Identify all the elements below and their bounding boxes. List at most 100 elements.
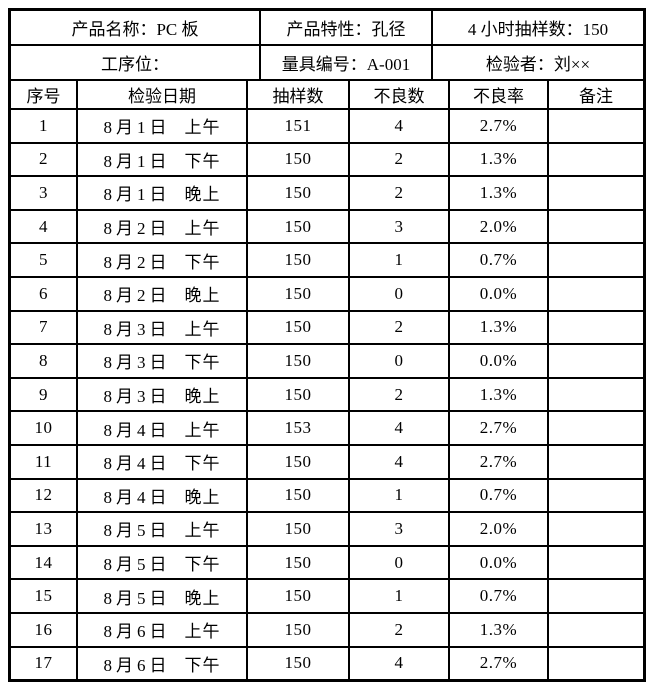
cell-remark <box>547 611 643 648</box>
sampling-count-cell: 4 小时抽样数：150 <box>431 11 643 46</box>
table-row: 16 8月6日 上午 150 2 1.3% <box>11 611 643 648</box>
inspector-cell: 检验者：刘×× <box>431 44 643 81</box>
shift-text: 上午 <box>184 420 221 440</box>
cell-defect-count: 2 <box>348 309 450 346</box>
cell-sample-count: 150 <box>246 175 350 211</box>
cell-defect-rate: 0.0% <box>448 343 549 379</box>
date-text: 8月2日 <box>103 252 171 272</box>
cell-remark <box>547 108 643 144</box>
date-text: 8月6日 <box>103 655 171 675</box>
cell-sample-count: 150 <box>246 578 350 614</box>
shift-text: 上午 <box>184 118 221 138</box>
cell-defect-count: 3 <box>348 511 450 547</box>
cell-sample-count: 150 <box>246 208 350 245</box>
shift-text: 晚上 <box>184 185 221 205</box>
shift-text: 晚上 <box>184 487 221 507</box>
col-header-remark: 备注 <box>547 81 643 110</box>
table-row: 3 8月1日 晚上 150 2 1.3% <box>11 175 643 211</box>
table-row: 5 8月2日 下午 150 1 0.7% <box>11 242 643 278</box>
shift-text: 晚上 <box>184 286 221 306</box>
cell-inspection-date: 8月5日 晚上 <box>76 578 248 614</box>
col-header-date: 检验日期 <box>76 81 248 110</box>
cell-remark <box>547 275 643 312</box>
date-text: 8月3日 <box>103 387 171 407</box>
table-row: 12 8月4日 晚上 150 1 0.7% <box>11 477 643 514</box>
cell-sample-count: 150 <box>246 645 350 680</box>
cell-serial-number: 11 <box>11 443 78 480</box>
cell-serial-number: 12 <box>11 477 78 514</box>
cell-inspection-date: 8月1日 晚上 <box>76 175 248 211</box>
date-text: 8月6日 <box>103 622 171 642</box>
cell-remark <box>547 477 643 514</box>
cell-remark <box>547 208 643 245</box>
cell-defect-rate: 0.7% <box>448 477 549 514</box>
cell-defect-rate: 1.3% <box>448 611 549 648</box>
cell-serial-number: 15 <box>11 578 78 614</box>
shift-text: 下午 <box>184 151 221 171</box>
cell-serial-number: 3 <box>11 175 78 211</box>
cell-sample-count: 150 <box>246 343 350 379</box>
col-header-defect-rate: 不良率 <box>448 81 549 110</box>
cell-defect-count: 3 <box>348 208 450 245</box>
cell-defect-rate: 2.0% <box>448 208 549 245</box>
date-text: 8月1日 <box>103 118 171 138</box>
cell-defect-count: 1 <box>348 242 450 278</box>
table-row: 11 8月4日 下午 150 4 2.7% <box>11 443 643 480</box>
cell-inspection-date: 8月1日 上午 <box>76 108 248 144</box>
data-table: 序号 检验日期 抽样数 不良数 不良率 备注 1 8月1日 上午 151 4 2.… <box>11 81 643 680</box>
info-row-1: 产品名称：PC 板 产品特性：孔径 4 小时抽样数：150 <box>11 11 643 46</box>
date-text: 8月2日 <box>103 219 171 239</box>
cell-defect-rate: 1.3% <box>448 309 549 346</box>
cell-defect-count: 4 <box>348 645 450 680</box>
cell-serial-number: 2 <box>11 141 78 178</box>
product-feature-cell: 产品特性：孔径 <box>259 11 433 46</box>
cell-remark <box>547 242 643 278</box>
cell-defect-rate: 2.7% <box>448 443 549 480</box>
shift-text: 上午 <box>184 319 221 339</box>
cell-serial-number: 16 <box>11 611 78 648</box>
cell-sample-count: 150 <box>246 611 350 648</box>
cell-serial-number: 10 <box>11 410 78 446</box>
cell-inspection-date: 8月2日 上午 <box>76 208 248 245</box>
cell-serial-number: 1 <box>11 108 78 144</box>
shift-text: 上午 <box>184 219 221 239</box>
cell-defect-rate: 2.0% <box>448 511 549 547</box>
table-row: 4 8月2日 上午 150 3 2.0% <box>11 208 643 245</box>
cell-serial-number: 14 <box>11 544 78 581</box>
cell-defect-rate: 0.0% <box>448 544 549 581</box>
table-row: 15 8月5日 晚上 150 1 0.7% <box>11 578 643 614</box>
cell-defect-count: 1 <box>348 477 450 514</box>
shift-text: 下午 <box>184 353 221 373</box>
table-row: 7 8月3日 上午 150 2 1.3% <box>11 309 643 346</box>
shift-text: 下午 <box>184 454 221 474</box>
gauge-number-cell: 量具编号：A-001 <box>259 44 433 81</box>
cell-remark <box>547 410 643 446</box>
shift-text: 上午 <box>184 622 221 642</box>
table-row: 1 8月1日 上午 151 4 2.7% <box>11 108 643 144</box>
cell-defect-rate: 2.7% <box>448 645 549 680</box>
cell-remark <box>547 443 643 480</box>
cell-inspection-date: 8月4日 下午 <box>76 443 248 480</box>
cell-inspection-date: 8月3日 下午 <box>76 343 248 379</box>
cell-remark <box>547 141 643 178</box>
cell-serial-number: 13 <box>11 511 78 547</box>
date-text: 8月5日 <box>103 588 171 608</box>
cell-defect-count: 2 <box>348 376 450 413</box>
table-row: 13 8月5日 上午 150 3 2.0% <box>11 511 643 547</box>
cell-inspection-date: 8月5日 下午 <box>76 544 248 581</box>
table-row: 6 8月2日 晚上 150 0 0.0% <box>11 275 643 312</box>
col-header-sample-count: 抽样数 <box>246 81 350 110</box>
cell-defect-count: 2 <box>348 141 450 178</box>
cell-remark <box>547 343 643 379</box>
cell-serial-number: 17 <box>11 645 78 680</box>
cell-remark <box>547 175 643 211</box>
cell-defect-rate: 2.7% <box>448 108 549 144</box>
table-body: 1 8月1日 上午 151 4 2.7% 2 8月1日 下午 150 2 1.3% … <box>11 108 643 680</box>
cell-defect-rate: 2.7% <box>448 410 549 446</box>
table-row: 2 8月1日 下午 150 2 1.3% <box>11 141 643 178</box>
cell-inspection-date: 8月3日 上午 <box>76 309 248 346</box>
col-header-serial: 序号 <box>11 81 78 110</box>
shift-text: 下午 <box>184 252 221 272</box>
table-row: 17 8月6日 下午 150 4 2.7% <box>11 645 643 680</box>
cell-inspection-date: 8月4日 上午 <box>76 410 248 446</box>
